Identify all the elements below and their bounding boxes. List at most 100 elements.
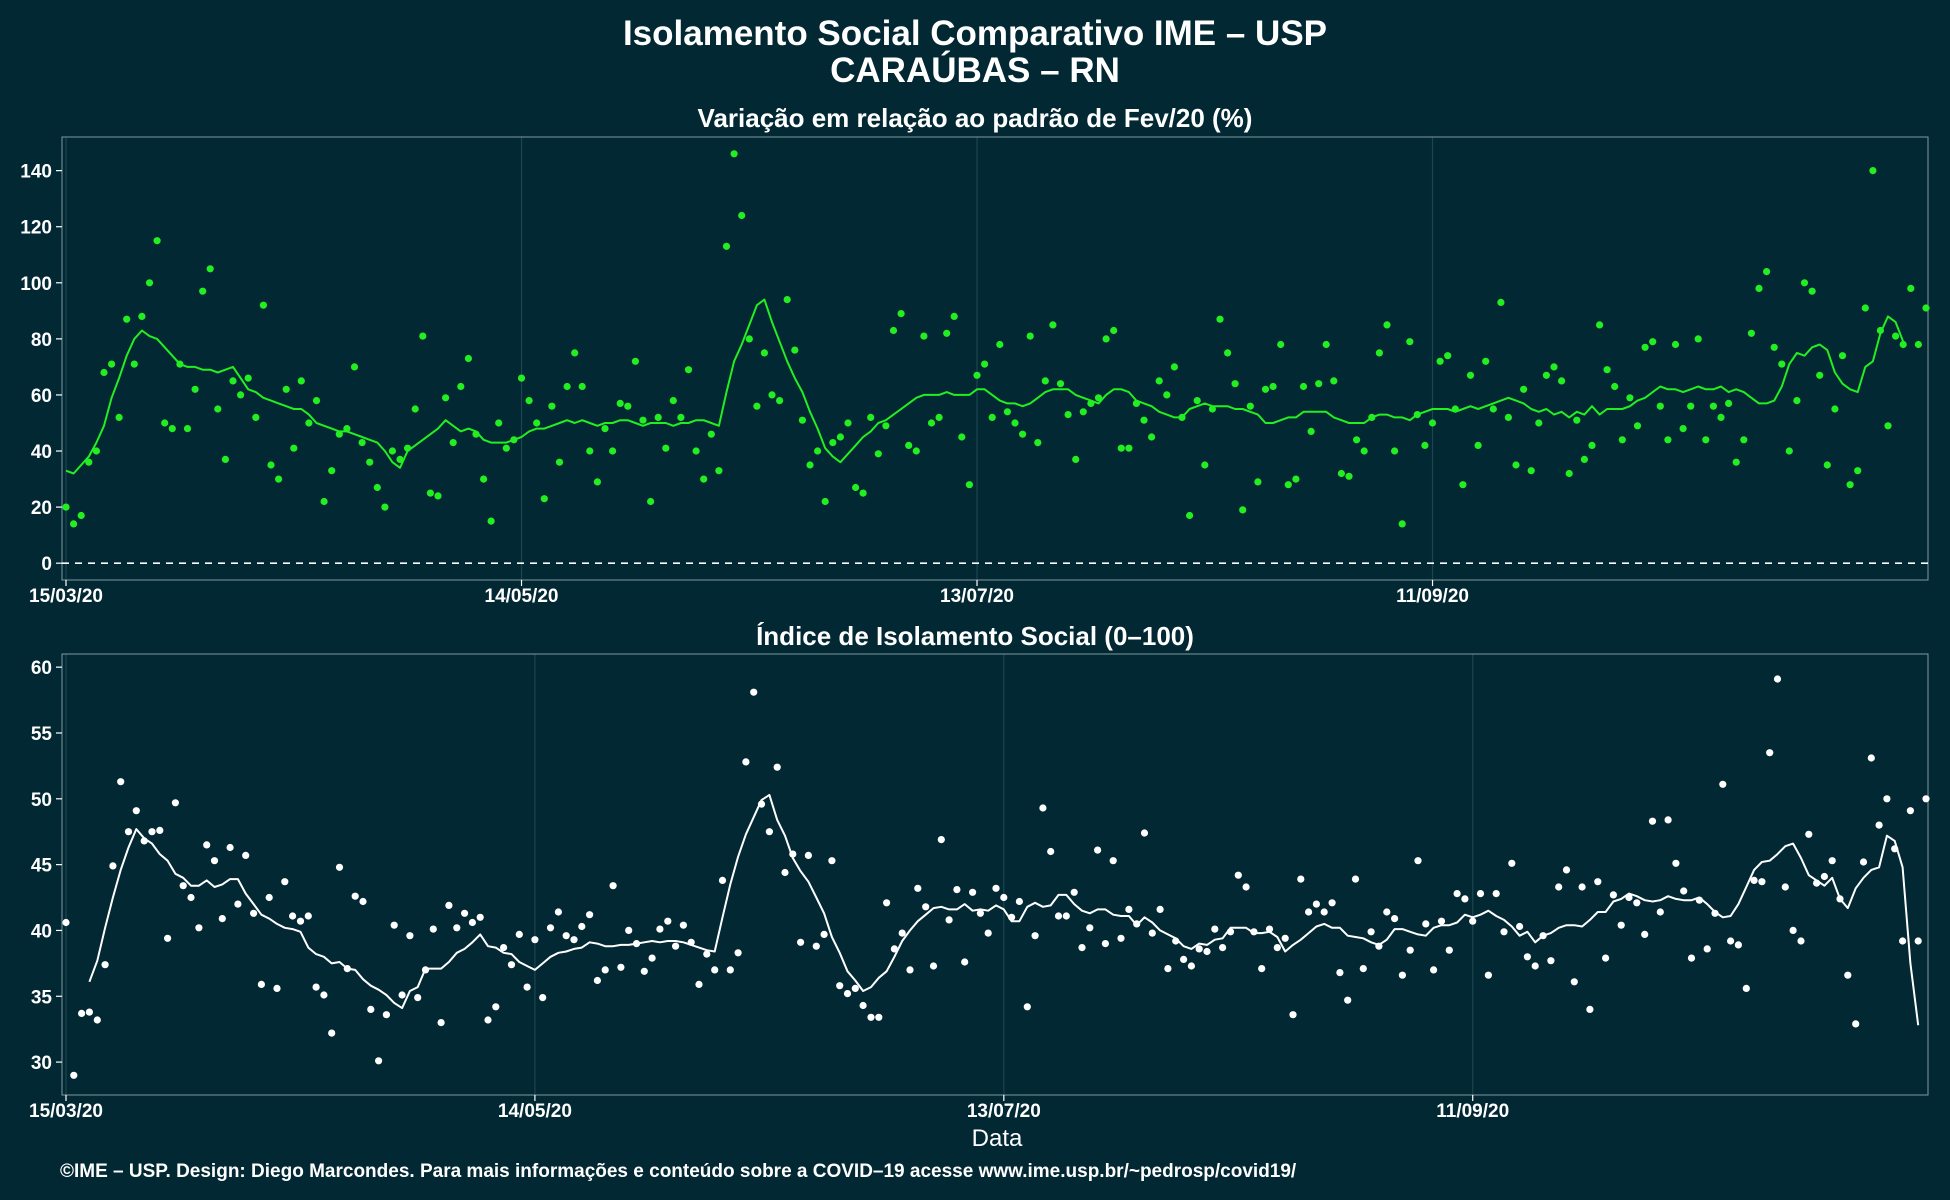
data-point (1500, 928, 1508, 936)
data-point (210, 857, 219, 865)
y-tick-label: 120 (20, 218, 52, 239)
data-point (203, 841, 211, 849)
data-point (484, 1016, 492, 1024)
data-point (852, 483, 860, 492)
data-point (495, 419, 503, 427)
data-point (593, 478, 602, 486)
data-point (1231, 380, 1239, 388)
data-point (586, 447, 594, 455)
data-point (1527, 467, 1535, 475)
data-point (906, 966, 914, 974)
data-point (457, 382, 465, 391)
data-point (640, 967, 648, 975)
data-point (961, 958, 969, 966)
data-point (1687, 954, 1696, 962)
data-point (1641, 343, 1649, 351)
data-point (282, 385, 290, 393)
x-tick-label: 14/05/20 (498, 1101, 572, 1122)
data-point (1003, 408, 1012, 416)
data-point (927, 419, 936, 427)
data-point (62, 918, 70, 927)
data-point (922, 903, 930, 911)
x-tick-label: 13/07/20 (967, 1101, 1041, 1122)
data-point (350, 363, 359, 371)
data-point (171, 799, 179, 807)
data-point (242, 851, 250, 860)
data-point (1219, 944, 1227, 952)
data-point (1476, 890, 1485, 898)
data-point (257, 980, 265, 989)
y-tick-label: 20 (31, 498, 52, 519)
y-tick-label: 40 (31, 442, 52, 463)
data-point (1078, 944, 1086, 952)
data-point (593, 976, 602, 985)
data-point (218, 915, 226, 923)
data-point (1679, 425, 1687, 433)
data-point (1565, 469, 1573, 478)
data-point (1337, 469, 1345, 478)
data-point (609, 447, 617, 455)
data-point (1785, 447, 1793, 455)
data-point (351, 892, 359, 900)
data-point (1428, 419, 1437, 427)
data-point (101, 961, 109, 969)
data-point (1330, 377, 1338, 385)
data-point (275, 475, 283, 483)
data-point (783, 296, 791, 304)
data-point (259, 301, 267, 309)
data-point (132, 807, 140, 815)
data-point (768, 391, 776, 399)
data-point (312, 983, 320, 991)
x-tick-label: 11/09/20 (1436, 1101, 1509, 1122)
data-point (396, 455, 404, 463)
data-point (419, 332, 427, 340)
data-point (874, 450, 882, 458)
data-point (1512, 461, 1520, 469)
data-point (745, 335, 753, 343)
data-point (1922, 304, 1930, 312)
data-point (1497, 298, 1505, 306)
data-point (1351, 875, 1360, 883)
data-point (476, 913, 484, 921)
data-point (1164, 965, 1172, 973)
data-point (1680, 887, 1688, 895)
data-point (1289, 1011, 1297, 1019)
y-tick-label: 35 (31, 987, 53, 1008)
data-point (1907, 284, 1915, 292)
data-point (715, 467, 723, 475)
data-point (820, 930, 828, 939)
data-point (734, 949, 742, 957)
data-point (897, 310, 905, 318)
data-point (533, 419, 541, 427)
data-point (1086, 924, 1094, 932)
data-point (1869, 167, 1877, 175)
data-point (1482, 357, 1490, 365)
data-point (1011, 419, 1019, 427)
data-point (1641, 930, 1649, 939)
data-point (429, 925, 437, 933)
y-tick-label: 100 (20, 274, 52, 295)
data-point (773, 763, 781, 771)
x-tick-label: 14/05/20 (485, 586, 559, 607)
data-point (578, 382, 586, 391)
data-point (1805, 830, 1813, 838)
y-tick-label: 55 (31, 724, 53, 745)
data-point (1299, 382, 1308, 391)
data-point (625, 926, 633, 935)
data-point (695, 980, 703, 989)
data-point (1117, 934, 1125, 942)
data-point (1336, 969, 1344, 977)
data-point (1611, 382, 1619, 391)
data-point (1602, 954, 1610, 962)
data-point (662, 444, 670, 452)
data-point (161, 419, 169, 427)
data-point (70, 520, 78, 528)
data-point (797, 938, 805, 946)
data-point (406, 932, 414, 940)
data-point (335, 430, 343, 438)
data-point (1703, 945, 1711, 953)
data-point (1474, 441, 1482, 449)
data-point (437, 1019, 445, 1027)
data-point (969, 888, 977, 896)
data-point (1484, 971, 1492, 979)
